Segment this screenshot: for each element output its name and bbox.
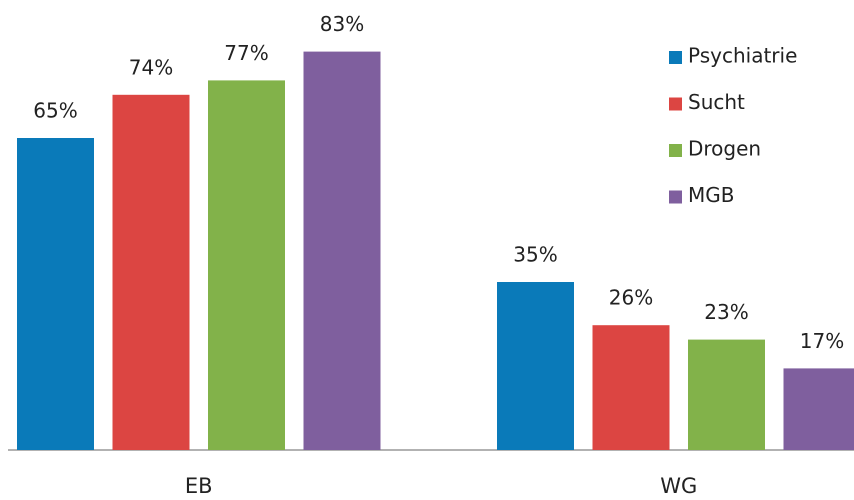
x-tick-label: EB [185,474,213,498]
bar [592,325,670,450]
data-label: 83% [320,12,364,36]
data-label: 74% [129,55,173,79]
legend-swatch [669,51,682,64]
data-label: 35% [513,243,557,267]
data-label: 77% [224,41,268,65]
bar [208,80,285,451]
bar [17,138,94,450]
legend-swatch [669,144,682,157]
data-label: 65% [33,99,77,123]
x-tick-label: WG [660,474,697,498]
bar [112,94,190,451]
legend-label: Sucht [688,90,745,114]
legend-label: MGB [688,183,734,207]
bar [688,339,765,450]
bar [783,368,854,450]
legend-swatch [669,190,682,204]
legend-label: Drogen [688,137,761,161]
legend-label: Psychiatrie [688,44,797,68]
data-label: 17% [800,329,844,353]
bar [303,51,381,450]
bar [497,282,574,450]
legend-swatch [669,97,682,111]
data-label: 26% [609,286,653,310]
data-label: 23% [704,300,748,324]
